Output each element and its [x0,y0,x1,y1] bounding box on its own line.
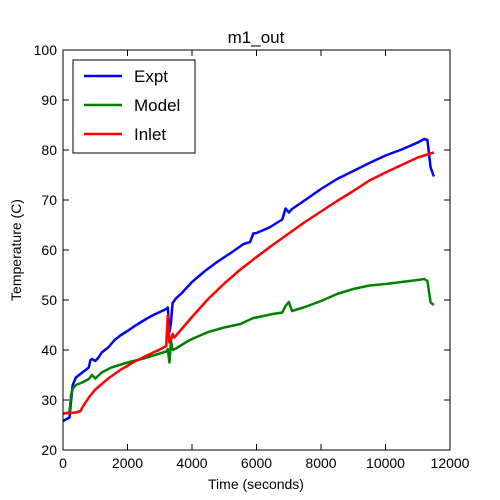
series-line-inlet [62,151,435,415]
x-tick-label: 12000 [431,455,470,471]
series-line-expt [62,137,436,423]
x-tick-label: 6000 [241,455,272,471]
legend-label-expt: Expt [134,67,168,86]
x-tick-label: 8000 [305,455,336,471]
y-tick-label: 80 [41,142,57,158]
y-tick-label: 50 [41,292,57,308]
legend: Expt Model Inlet [72,59,196,154]
series-line-model [62,277,435,415]
x-axis-label: Time (seconds) [208,476,304,492]
y-tick-label: 40 [41,342,57,358]
legend-label-model: Model [134,96,180,115]
y-tick-label: 30 [41,392,57,408]
y-axis-label: Temperature (C) [8,199,24,301]
ticks-layer: 0 2000 4000 6000 8000 10000 12000 20 30 40 50 60 70 8… [34,42,470,471]
legend-label-inlet: Inlet [134,125,166,144]
x-tick-label: 10000 [366,455,405,471]
x-tick-label: 4000 [176,455,207,471]
y-tick-label: 20 [41,442,57,458]
series-layer [62,137,436,423]
chart-title: m1_out [228,28,285,47]
y-tick-label: 70 [41,192,57,208]
x-tick-label: 0 [59,455,67,471]
x-tick-label: 2000 [112,455,143,471]
y-tick-label: 100 [34,42,58,58]
y-tick-label: 60 [41,242,57,258]
y-tick-label: 90 [41,92,57,108]
